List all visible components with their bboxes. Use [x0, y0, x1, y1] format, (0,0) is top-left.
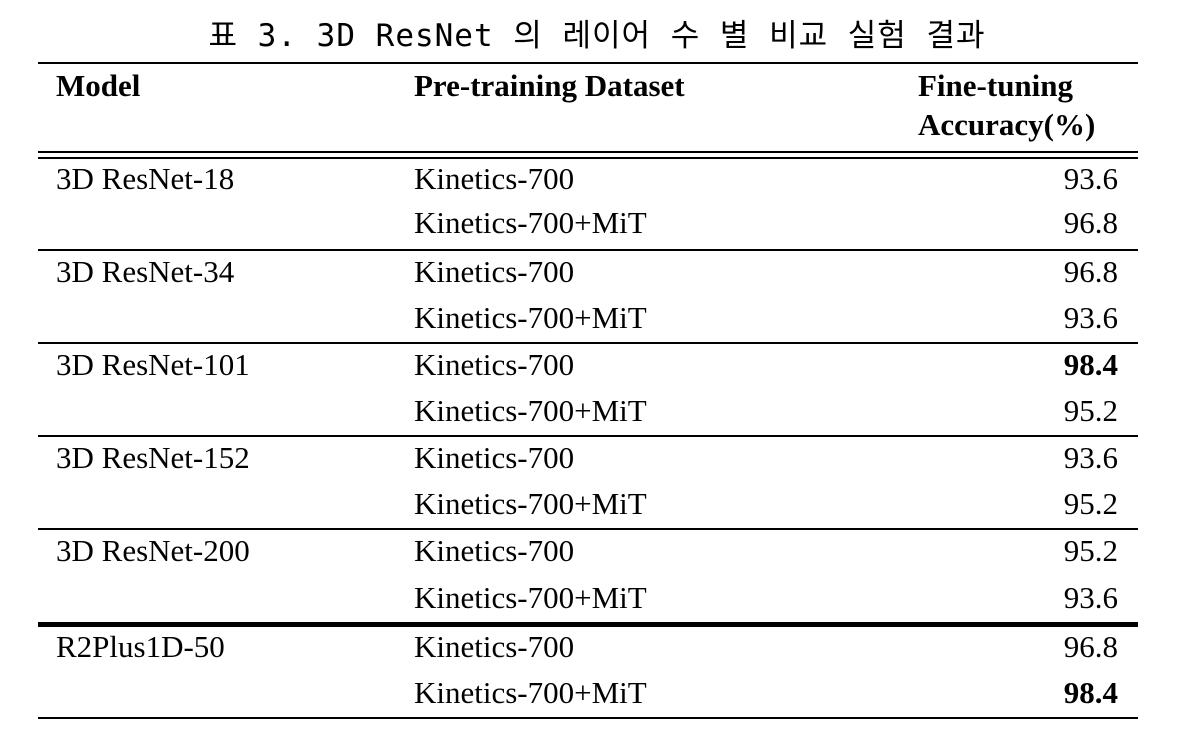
header-dataset: Pre-training Dataset — [414, 68, 685, 103]
dataset-cell: Kinetics-700 — [414, 629, 575, 664]
accuracy-cell: 95.2 — [1063, 486, 1118, 521]
header-rule-2 — [38, 157, 1138, 159]
header-model: Model — [56, 68, 141, 103]
group-divider — [38, 249, 1138, 251]
model-cell: 3D ResNet-101 — [56, 347, 250, 382]
dataset-cell: Kinetics-700 — [414, 254, 575, 289]
bottom-rule — [38, 717, 1138, 719]
header-accuracy-line1: Fine-tuning — [918, 68, 1074, 103]
dataset-cell: Kinetics-700+MiT — [414, 300, 647, 335]
accuracy-cell: 96.8 — [1063, 205, 1118, 240]
group-divider — [38, 528, 1138, 530]
accuracy-cell: 96.8 — [1063, 254, 1118, 289]
accuracy-cell: 95.2 — [1063, 533, 1118, 568]
dataset-cell: Kinetics-700 — [414, 440, 575, 475]
dataset-cell: Kinetics-700+MiT — [414, 675, 647, 710]
group-divider — [38, 342, 1138, 344]
top-rule — [38, 62, 1138, 64]
accuracy-cell: 96.8 — [1063, 629, 1118, 664]
header-accuracy-line2: Accuracy(%) — [918, 107, 1096, 142]
accuracy-cell: 95.2 — [1063, 393, 1118, 428]
group-divider-thick — [38, 622, 1138, 627]
model-cell: 3D ResNet-34 — [56, 254, 235, 289]
accuracy-cell: 93.6 — [1063, 440, 1118, 475]
dataset-cell: Kinetics-700 — [414, 347, 575, 382]
group-divider — [38, 435, 1138, 437]
dataset-cell: Kinetics-700+MiT — [414, 205, 647, 240]
table-caption: 표 3. 3D ResNet 의 레이어 수 별 비교 실험 결과 — [208, 18, 986, 54]
model-cell: 3D ResNet-200 — [56, 533, 250, 568]
accuracy-cell-best: 98.4 — [1063, 675, 1118, 710]
accuracy-cell: 93.6 — [1063, 580, 1118, 615]
dataset-cell: Kinetics-700+MiT — [414, 486, 647, 521]
accuracy-cell: 93.6 — [1063, 161, 1118, 196]
model-cell: 3D ResNet-18 — [56, 161, 235, 196]
dataset-cell: Kinetics-700 — [414, 161, 575, 196]
dataset-cell: Kinetics-700+MiT — [414, 580, 647, 615]
accuracy-cell: 93.6 — [1063, 300, 1118, 335]
dataset-cell: Kinetics-700 — [414, 533, 575, 568]
model-cell: R2Plus1D-50 — [56, 629, 225, 664]
model-cell: 3D ResNet-152 — [56, 440, 250, 475]
dataset-cell: Kinetics-700+MiT — [414, 393, 647, 428]
header-rule — [38, 151, 1138, 153]
accuracy-cell-best: 98.4 — [1063, 347, 1118, 382]
